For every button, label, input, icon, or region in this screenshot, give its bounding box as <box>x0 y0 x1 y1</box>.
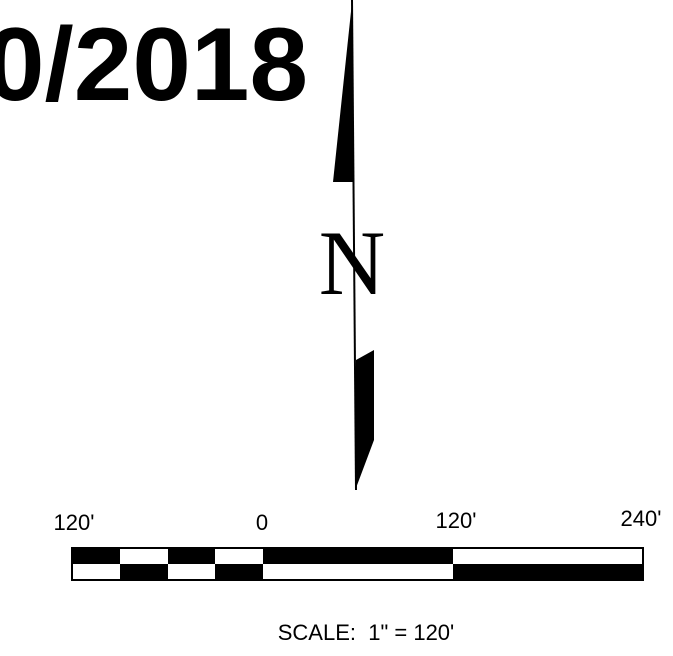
scale-segment <box>263 548 453 564</box>
arrow-tail-lower <box>356 350 374 488</box>
north-arrow: N <box>319 0 385 491</box>
date-text: 0/2018 <box>0 7 308 123</box>
scale-label: 120' <box>54 510 95 535</box>
arrow-shaft <box>351 0 357 491</box>
scale-label: 240' <box>621 506 662 531</box>
scale-segment <box>453 564 643 580</box>
scale-note: SCALE: 1" = 120' <box>278 620 455 645</box>
scale-segment <box>168 548 215 564</box>
scale-segment <box>120 564 168 580</box>
scale-label: 0 <box>256 510 268 535</box>
scale-bar: 120' 0 120' 240' <box>54 506 662 581</box>
scale-segment <box>215 564 263 580</box>
scale-label: 120' <box>436 508 477 533</box>
scale-segment <box>72 548 120 564</box>
arrow-head-upper <box>333 2 353 182</box>
north-label: N <box>319 212 385 314</box>
